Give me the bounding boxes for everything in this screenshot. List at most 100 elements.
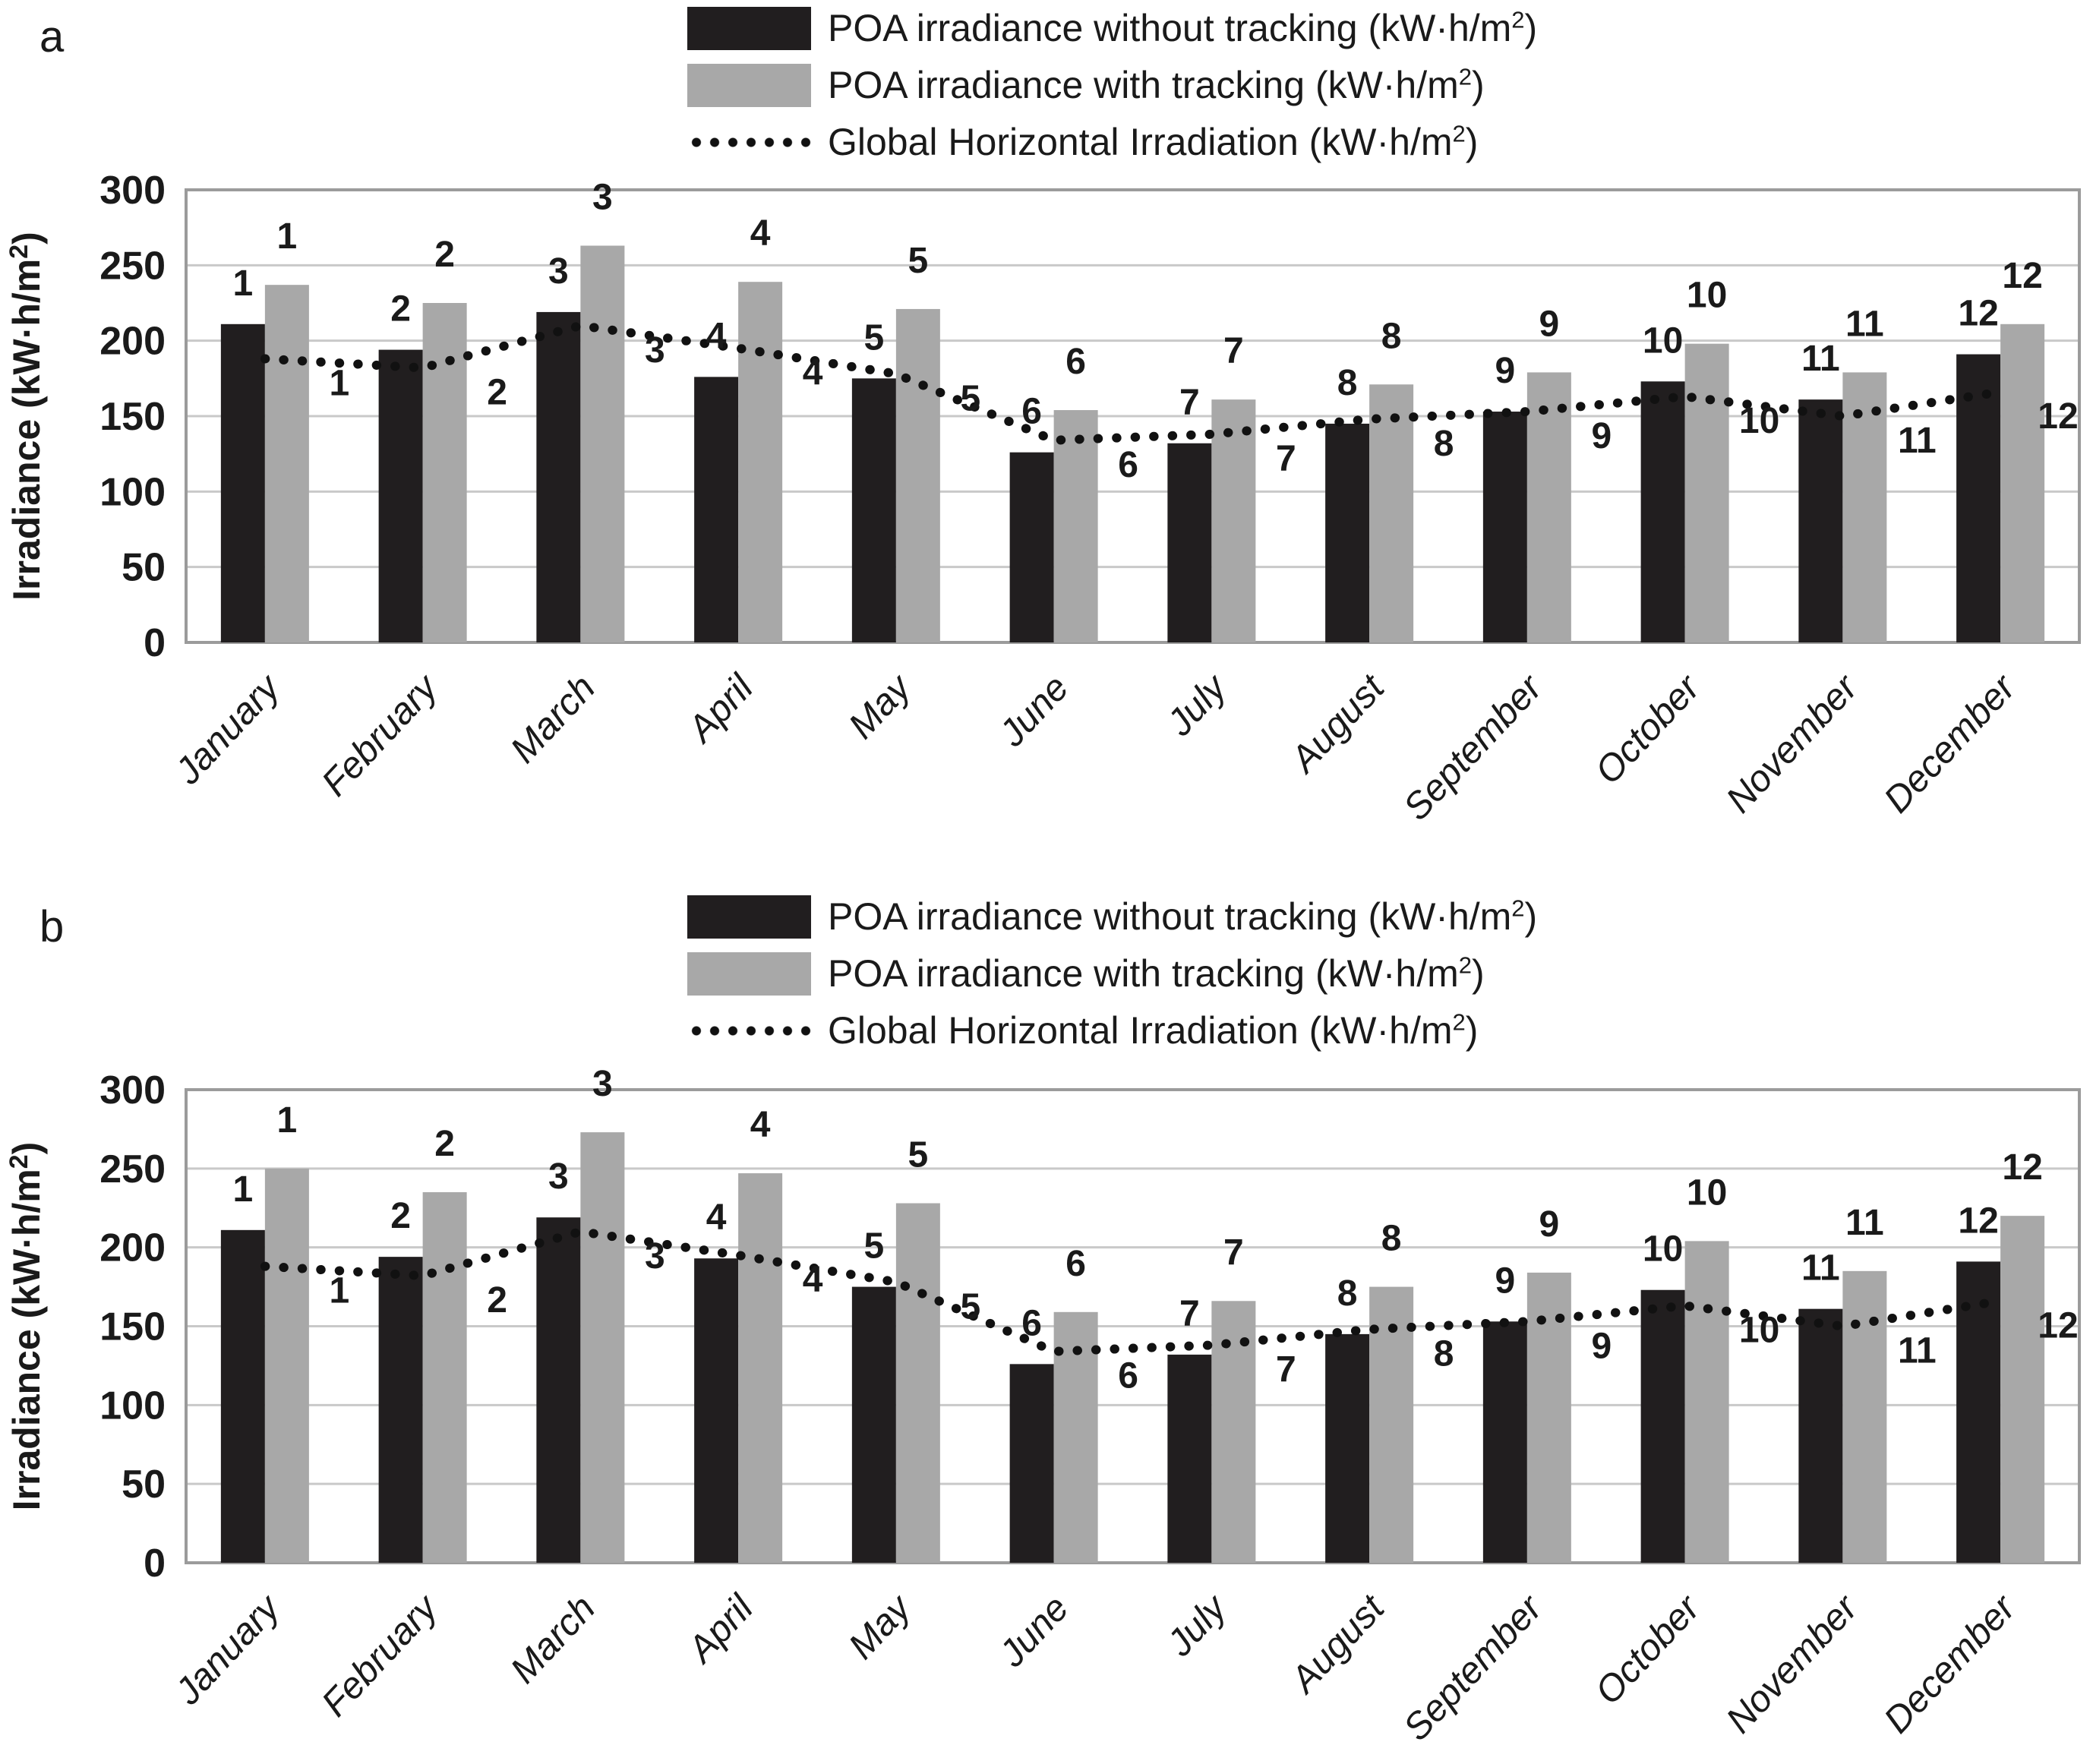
month-label: January [167, 1586, 289, 1713]
ghi-label: 4 [803, 353, 823, 393]
bar-label-with: 11 [1845, 304, 1884, 344]
bar-label-without: 10 [1643, 320, 1683, 361]
legend-label-with-tracking: POA irradiance with tracking (kW·h/m2) [828, 63, 1485, 106]
bar-label-with: 10 [1687, 276, 1727, 316]
bar-label-with: 9 [1539, 1204, 1560, 1245]
month-label: October [1587, 666, 1709, 792]
bar-with-tracking [1369, 384, 1414, 642]
bar-without-tracking [220, 323, 265, 642]
bar-label-with: 3 [592, 178, 613, 218]
y-tick-label: 0 [144, 621, 166, 665]
ghi-label: 1 [330, 1271, 350, 1311]
bar-label-without: 8 [1337, 363, 1358, 403]
bar-without-tracking [1482, 412, 1527, 642]
bar-label-with: 2 [434, 1124, 455, 1164]
bar-label-with: 6 [1065, 342, 1086, 382]
month-label: February [314, 1586, 447, 1725]
bar-label-without: 7 [1179, 383, 1200, 423]
bar-without-tracking [1956, 354, 2001, 642]
bar-without-tracking [851, 378, 896, 642]
ghi-label: 10 [1739, 401, 1779, 441]
bar-label-with: 8 [1381, 1219, 1402, 1259]
month-label: October [1587, 1586, 1709, 1712]
legend-label-without-tracking: POA irradiance without tracking (kW·h/m2… [828, 895, 1538, 938]
month-label: November [1719, 666, 1867, 820]
bar-label-with: 3 [592, 1064, 613, 1104]
legend-panel-b: POA irradiance without tracking (kW·h/m2… [687, 895, 1537, 1065]
bar-without-tracking [378, 1257, 423, 1563]
month-label: March [503, 1588, 603, 1691]
month-label: January [167, 666, 289, 793]
black-bar-swatch [687, 6, 811, 50]
bar-with-tracking [1842, 1270, 1887, 1563]
plot-border [185, 1088, 2081, 1564]
month-label: February [314, 666, 447, 804]
y-tick-label: 250 [99, 244, 166, 288]
ghi-label: 9 [1592, 1326, 1612, 1366]
bar-without-tracking [1009, 452, 1054, 642]
bar-label-with: 5 [908, 241, 929, 281]
bar-without-tracking [694, 377, 739, 642]
ghi-label: 4 [803, 1260, 823, 1300]
bar-with-tracking [895, 308, 940, 642]
legend-label-without-tracking: POA irradiance without tracking (kW·h/m2… [828, 6, 1538, 49]
legend-panel-a: POA irradiance without tracking (kW·h/m2… [687, 6, 1537, 177]
bar-with-tracking [1526, 1272, 1571, 1563]
bar-without-tracking [1482, 1321, 1527, 1563]
black-bar-swatch [687, 895, 811, 939]
bar-label-without: 10 [1643, 1229, 1683, 1270]
month-label: June [991, 1588, 1077, 1675]
ghi-label: 11 [1898, 1331, 1937, 1371]
bar-without-tracking [694, 1258, 739, 1563]
month-label: May [841, 1586, 920, 1667]
ghi-label: 3 [645, 1236, 665, 1276]
bar-label-without: 1 [233, 263, 254, 304]
bar-label-without: 12 [1958, 294, 1998, 334]
month-label: December [1877, 666, 2025, 820]
y-tick-label: 200 [99, 1226, 166, 1270]
legend-label-ghi: Global Horizontal Irradiation (kW·h/m2) [828, 120, 1479, 163]
ghi-label: 8 [1434, 424, 1454, 464]
ghi-label: 2 [487, 372, 507, 412]
ghi-label: 2 [487, 1280, 507, 1321]
ghi-label: 7 [1276, 1349, 1296, 1390]
bar-with-tracking [2000, 1216, 2045, 1563]
bar-with-tracking [580, 245, 625, 642]
month-label: April [679, 667, 762, 752]
month-label: September [1396, 1586, 1551, 1748]
y-tick-label: 0 [144, 1542, 166, 1586]
bar-with-tracking [580, 1132, 625, 1563]
month-label: May [841, 666, 920, 746]
bar-label-without: 11 [1801, 1248, 1840, 1289]
gray-bar-swatch [687, 63, 811, 107]
ghi-label: 6 [1118, 445, 1138, 485]
ghi-label: 7 [1276, 439, 1296, 479]
bar-without-tracking [1167, 1354, 1212, 1563]
month-label: July [1159, 666, 1236, 744]
y-axis-title: Irradiance (kW·h/m2) [5, 1142, 48, 1511]
bar-label-with: 1 [277, 216, 298, 257]
ghi-label: 5 [961, 378, 981, 418]
bar-without-tracking [1640, 381, 1685, 642]
bar-label-without: 6 [1021, 392, 1042, 432]
bar-label-without: 8 [1337, 1273, 1358, 1314]
bar-with-tracking [1842, 372, 1887, 642]
bar-label-with: 4 [750, 213, 771, 254]
panel-a-letter: a [39, 12, 65, 62]
bar-with-tracking [1526, 372, 1571, 642]
legend-item-without-tracking: POA irradiance without tracking (kW·h/m2… [687, 6, 1537, 50]
y-tick-label: 100 [99, 1384, 166, 1428]
ghi-label: 6 [1118, 1356, 1138, 1396]
month-label: November [1719, 1586, 1867, 1740]
bar-with-tracking [264, 1168, 309, 1563]
bar-without-tracking [851, 1286, 896, 1563]
bar-label-without: 9 [1495, 1261, 1516, 1301]
bar-with-tracking [264, 285, 309, 642]
bar-with-tracking [895, 1203, 940, 1563]
ghi-label: 8 [1434, 1334, 1454, 1374]
ghi-label: 5 [961, 1286, 981, 1327]
ghi-dotted-line [260, 1226, 2006, 1356]
bar-without-tracking [1798, 399, 1843, 642]
